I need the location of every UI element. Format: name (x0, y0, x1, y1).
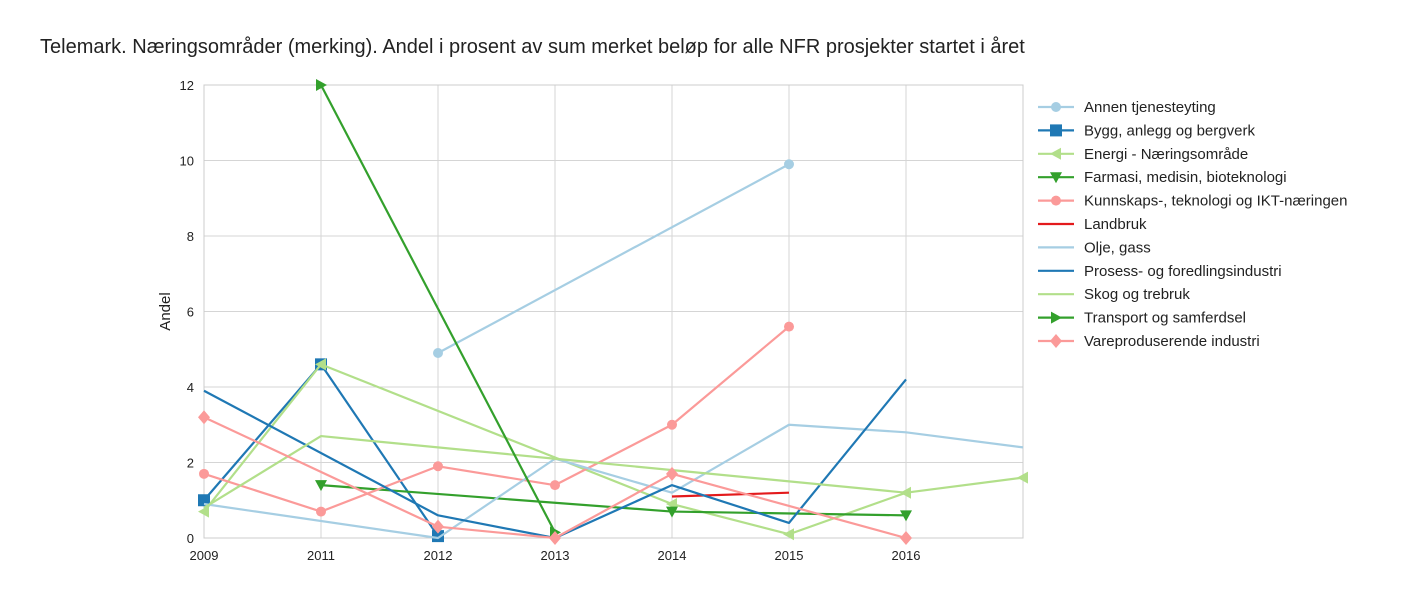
legend-marker (1050, 334, 1062, 348)
data-point (432, 519, 444, 534)
series-line (203, 363, 1024, 536)
series-farmasi-medisin-bioteknologi (315, 480, 912, 522)
legend-label: Landbruk (1084, 216, 1147, 233)
x-tick-label: 2014 (658, 548, 687, 563)
legend-label: Prosess- og foredlingsindustri (1084, 263, 1282, 280)
y-tick-label: 12 (180, 78, 194, 93)
data-point (784, 321, 794, 332)
data-point (549, 531, 561, 545)
legend-marker (1050, 147, 1061, 160)
legend-label: Energi - Næringsområde (1084, 146, 1248, 163)
y-axis-label: Andel (157, 292, 174, 330)
legend-item[interactable]: Vareproduserende industri (1038, 333, 1260, 350)
data-point (667, 419, 677, 430)
y-tick-label: 4 (187, 380, 194, 395)
series-line (671, 491, 790, 498)
legend-marker (1050, 172, 1062, 184)
data-point (199, 468, 209, 479)
legend-item[interactable]: Energi - Næringsområde (1038, 146, 1248, 163)
data-point (315, 480, 327, 492)
legend-label: Vareproduserende industri (1084, 333, 1260, 350)
legend-label: Kunnskaps-, teknologi og IKT-næringen (1084, 193, 1348, 210)
y-tick-label: 6 (187, 305, 194, 320)
legend-item[interactable]: Olje, gass (1038, 239, 1151, 256)
legend-marker (1051, 195, 1061, 206)
legend-item[interactable]: Prosess- og foredlingsindustri (1038, 263, 1282, 280)
data-point (666, 466, 678, 481)
data-point (783, 528, 794, 541)
data-point (900, 531, 912, 545)
data-point (784, 159, 794, 170)
data-point (900, 510, 912, 522)
legend-marker (1051, 102, 1061, 112)
y-tick-label: 8 (187, 229, 194, 244)
data-point (315, 358, 326, 371)
legend-item[interactable]: Bygg, anlegg og bergverk (1038, 122, 1255, 139)
data-point (432, 530, 444, 543)
series-kunnskaps-teknologi-og-ikt-næringen (199, 321, 794, 517)
legend-item[interactable]: Kunnskaps-, teknologi og IKT-næringen (1038, 193, 1348, 210)
legend[interactable]: Annen tjenesteyting Bygg, anlegg og bergv… (1038, 99, 1348, 350)
data-point (1017, 471, 1028, 484)
series-line (437, 163, 790, 354)
series-landbruk (671, 491, 790, 498)
data-point (198, 494, 210, 507)
data-point (316, 506, 326, 517)
legend-item[interactable]: Skog og trebruk (1038, 286, 1190, 303)
x-tick-label: 2016 (892, 548, 921, 563)
legend-marker (1051, 311, 1062, 324)
x-tick-label: 2015 (775, 548, 804, 563)
legend-item[interactable]: Farmasi, medisin, bioteknologi (1038, 169, 1287, 186)
plot-area (203, 84, 1024, 539)
tick-labels: 0 2 4 6 8 10 12 2009 2011 2012 2013 2014 2015 2016 (180, 78, 921, 563)
series-layer (198, 79, 1028, 545)
data-point (316, 79, 327, 91)
y-tick-label: 0 (187, 531, 194, 546)
x-tick-label: 2009 (190, 548, 219, 563)
data-point (433, 348, 443, 359)
series-vareproduserende-industri (198, 410, 912, 545)
data-point (198, 505, 209, 518)
chart-title: Telemark. Næringsområder (merking). Ande… (40, 36, 1025, 58)
legend-label: Farmasi, medisin, bioteknologi (1084, 169, 1287, 186)
series-skog-og-trebruk (203, 434, 907, 509)
data-point (198, 410, 210, 425)
legend-item[interactable]: Annen tjenesteyting (1038, 99, 1216, 116)
legend-label: Skog og trebruk (1084, 286, 1190, 303)
series-line (203, 325, 790, 513)
series-line (203, 378, 907, 540)
series-prosess-og-foredlingsindustri (203, 378, 907, 540)
legend-item[interactable]: Landbruk (1038, 216, 1147, 233)
x-tick-label: 2011 (307, 548, 335, 563)
legend-item[interactable]: Transport og samferdsel (1038, 310, 1246, 327)
series-line (203, 434, 907, 509)
data-point (433, 461, 443, 472)
data-point (666, 506, 678, 518)
x-tick-label: 2013 (541, 548, 570, 563)
x-tick-label: 2012 (424, 548, 453, 563)
y-tick-label: 10 (180, 154, 194, 169)
series-line (203, 423, 1024, 540)
legend-label: Bygg, anlegg og bergverk (1084, 122, 1255, 139)
data-point (550, 480, 560, 491)
series-olje-gass (203, 423, 1024, 540)
y-tick-label: 2 (187, 456, 194, 471)
series-annen-tjenesteyting (433, 159, 794, 359)
legend-label: Transport og samferdsel (1084, 310, 1246, 327)
legend-marker (1050, 124, 1062, 137)
legend-label: Olje, gass (1084, 239, 1151, 256)
series-line (320, 84, 556, 533)
grid (203, 84, 1023, 539)
legend-label: Annen tjenesteyting (1084, 99, 1216, 116)
